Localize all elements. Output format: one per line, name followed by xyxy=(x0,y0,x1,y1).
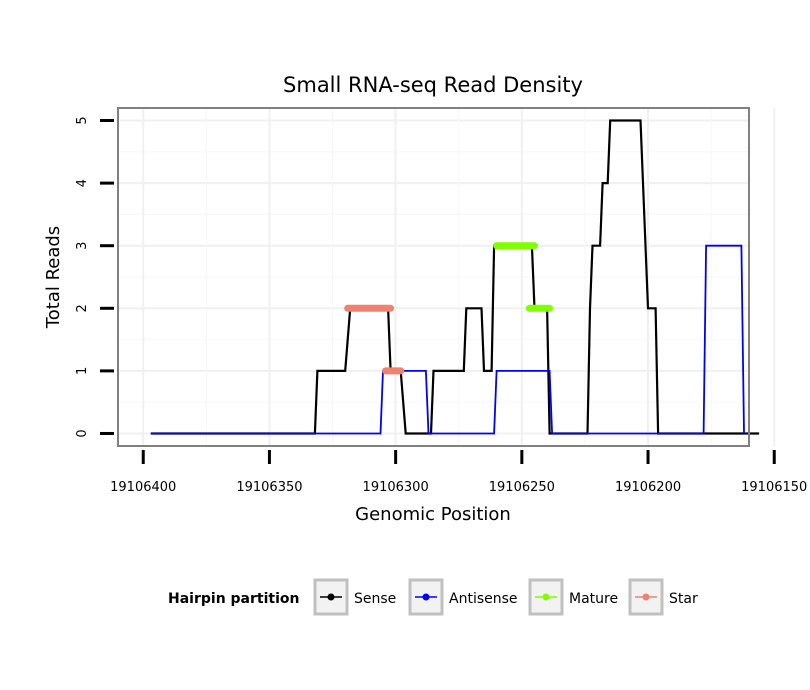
data-layer xyxy=(150,119,760,435)
legend-key-point xyxy=(422,593,430,601)
plot-border xyxy=(117,107,750,447)
x-tick-label: 19106400 xyxy=(110,480,176,495)
x-axis: 19106400 19106350 19106300 19106250 19106200… xyxy=(110,450,807,495)
y-tick-label: 0 xyxy=(75,429,90,437)
y-tick-label: 3 xyxy=(75,242,90,250)
y-axis: 0 1 2 3 4 5 xyxy=(75,116,114,438)
y-axis-title: Total Reads xyxy=(43,226,64,329)
x-axis-title: Genomic Position xyxy=(355,504,511,525)
legend-key-point xyxy=(327,593,335,601)
y-tick-label: 1 xyxy=(75,367,90,375)
y-tick-label: 2 xyxy=(75,304,90,312)
legend-title: Hairpin partition xyxy=(168,591,299,607)
legend-label-star: Star xyxy=(669,591,698,607)
legend-label-mature: Mature xyxy=(569,591,618,607)
series-antisense-line xyxy=(150,244,745,435)
y-tick-label: 5 xyxy=(75,116,90,124)
legend-key-point xyxy=(642,593,650,601)
x-tick-label: 19106200 xyxy=(615,480,681,495)
legend-label-antisense: Antisense xyxy=(449,591,518,607)
legend-key-point xyxy=(542,593,550,601)
x-tick-label: 19106350 xyxy=(236,480,302,495)
chart-title: Small RNA-seq Read Density xyxy=(283,73,583,97)
x-tick-label: 19106250 xyxy=(489,480,555,495)
x-tick-label: 19106300 xyxy=(363,480,429,495)
x-tick-label: 19106150 xyxy=(741,480,807,495)
legend: Hairpin partition Sense Antisense Mature St… xyxy=(168,578,698,616)
y-tick-label: 4 xyxy=(75,179,90,187)
grid xyxy=(118,108,776,446)
legend-label-sense: Sense xyxy=(354,591,396,607)
